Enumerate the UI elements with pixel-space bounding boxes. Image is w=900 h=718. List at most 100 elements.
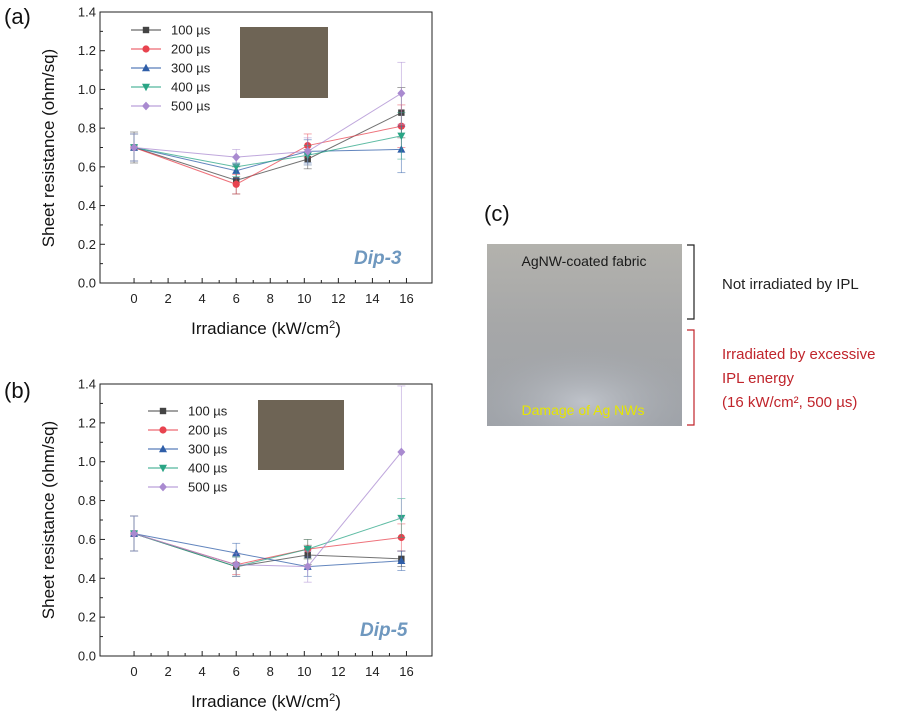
x-tick-label: 0 [130, 664, 137, 679]
x-tick-label: 4 [199, 664, 206, 679]
series-0 [130, 515, 406, 577]
series-line [133, 112, 402, 181]
panel-c-letter: (c) [484, 201, 510, 226]
panel-c-photo-panel: (c) AgNW-coated fabric Damage of Ag NWs … [484, 201, 875, 426]
x-tick-label: 14 [365, 291, 379, 306]
series-4 [130, 385, 406, 583]
panel-a-series [130, 61, 406, 195]
series-line [133, 533, 402, 568]
x-tick-label: 0 [130, 291, 137, 306]
legend-label: 100 µs [171, 23, 211, 38]
data-point [397, 132, 406, 141]
legend-marker [142, 83, 150, 92]
legend-label: 400 µs [188, 461, 228, 476]
data-point [397, 514, 406, 523]
x-tick-label: 12 [331, 664, 345, 679]
panel-b-y-axis-title: Sheet resistance (ohm/sq) [39, 421, 58, 619]
x-tick-label: 10 [297, 291, 311, 306]
legend-marker [159, 426, 167, 434]
fabric-photo-label: AgNW-coated fabric [521, 253, 646, 269]
data-point [397, 556, 406, 564]
panel-a-x-axis-title: Irradiance (kW/cm2) [191, 319, 341, 338]
y-tick-label: 0.6 [78, 532, 96, 547]
legend-label: 200 µs [171, 42, 211, 57]
data-point [397, 447, 406, 457]
series-line [133, 135, 402, 168]
x-tick-label: 16 [399, 664, 413, 679]
data-point [232, 163, 241, 172]
y-tick-label: 0.0 [78, 276, 96, 291]
legend-label: 400 µs [171, 80, 211, 95]
series-line [133, 533, 402, 566]
legend-marker [142, 45, 150, 53]
bracket-irradiated [687, 329, 695, 426]
panel-a-legend: 100 µs 200 µs 300 µs 400 µs 500 µs [131, 23, 211, 114]
panel-b-chart: (b) 0.0 0.2 0.4 0.6 0.8 1.0 1.2 1.4 0 2 4 6 8 10 12 14… [4, 377, 433, 711]
panel-b-letter: (b) [4, 378, 31, 403]
data-point [303, 146, 312, 156]
panel-b-y-ticks: 0.0 0.2 0.4 0.6 0.8 1.0 1.2 1.4 [78, 377, 105, 664]
data-point [130, 143, 139, 152]
panel-a-y-ticks: 0.0 0.2 0.4 0.6 0.8 1.0 1.2 1.4 [78, 5, 105, 291]
data-point [130, 529, 139, 538]
series-3 [130, 498, 406, 577]
series-line [134, 92, 402, 158]
y-tick-label: 1.2 [78, 415, 96, 430]
panel-a-x-ticks: 0 2 4 6 8 10 12 14 16 [130, 278, 414, 306]
panel-b-x-axis-title: Irradiance (kW/cm2) [191, 692, 341, 711]
damage-label: Damage of Ag NWs [522, 402, 645, 418]
panel-a-letter: (a) [4, 4, 31, 29]
x-tick-label: 2 [164, 664, 171, 679]
series-1 [130, 104, 406, 195]
panel-b-dip-label: Dip-5 [360, 620, 408, 641]
panel-a-y-axis-title: Sheet resistance (ohm/sq) [39, 49, 58, 247]
panel-b-inset-photo [258, 400, 344, 470]
panel-b-x-ticks: 0 2 4 6 8 10 12 14 16 [130, 651, 414, 679]
x-tick-label: 6 [233, 664, 240, 679]
panel-a-inset-photo [240, 27, 328, 98]
data-point [397, 88, 406, 98]
data-point [303, 562, 312, 572]
data-point [232, 180, 240, 188]
y-tick-label: 0.4 [78, 198, 96, 213]
legend-label: 200 µs [188, 423, 228, 438]
legend-marker [159, 407, 167, 415]
x-tick-label: 4 [199, 291, 206, 306]
series-line [133, 125, 402, 185]
x-tick-label: 8 [267, 664, 274, 679]
data-point [303, 545, 312, 554]
note-irradiated-line1: Irradiated by excessive [722, 346, 875, 363]
x-tick-label: 8 [267, 291, 274, 306]
fabric-damage-region [487, 330, 682, 426]
y-tick-label: 0.8 [78, 121, 96, 136]
y-tick-label: 1.2 [78, 43, 96, 58]
legend-marker [159, 464, 167, 473]
panel-b-series [130, 385, 406, 583]
series-line [133, 451, 402, 568]
y-tick-label: 0.2 [78, 237, 96, 252]
x-tick-label: 2 [164, 291, 171, 306]
legend-label: 300 µs [188, 442, 228, 457]
data-point [232, 548, 241, 557]
x-tick-label: 10 [297, 664, 311, 679]
x-tick-label: 6 [233, 291, 240, 306]
legend-marker [159, 482, 167, 492]
data-point [232, 152, 241, 162]
panel-a-dip-label: Dip-3 [354, 248, 402, 269]
y-tick-label: 1.0 [78, 82, 96, 97]
legend-label: 500 µs [171, 99, 211, 114]
legend-marker [142, 101, 150, 111]
panel-b-legend: 100 µs 200 µs 300 µs 400 µs 500 µs [148, 404, 228, 495]
legend-marker [159, 444, 167, 453]
y-tick-label: 0.4 [78, 571, 96, 586]
note-irradiated-line3: (16 kW/cm², 500 µs) [722, 394, 857, 411]
series-2 [130, 515, 406, 577]
legend-marker [142, 63, 150, 72]
legend-label: 500 µs [188, 480, 228, 495]
legend-label: 300 µs [171, 61, 211, 76]
bracket-not-irradiated [687, 244, 695, 320]
y-tick-label: 1.0 [78, 454, 96, 469]
note-not-irradiated: Not irradiated by IPL [722, 276, 859, 293]
legend-marker [142, 26, 150, 34]
